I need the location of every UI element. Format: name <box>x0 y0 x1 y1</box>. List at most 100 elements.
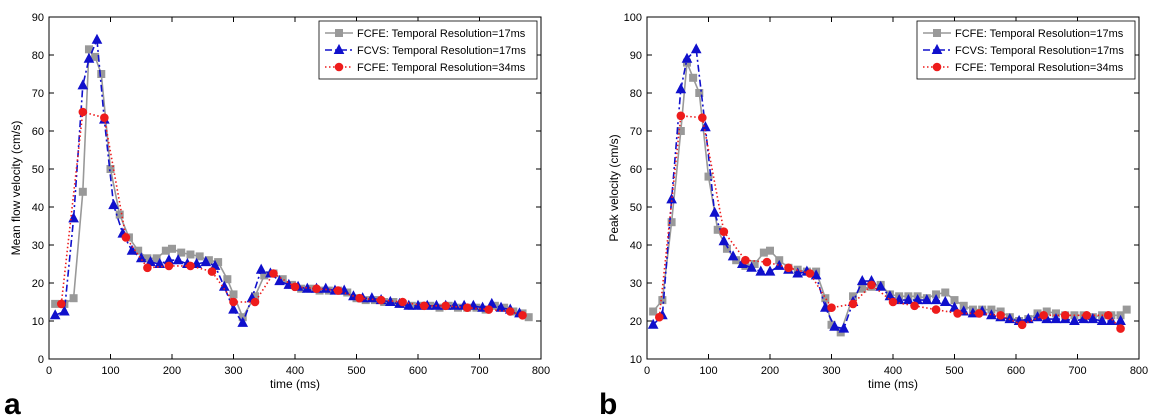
data-point <box>941 288 950 297</box>
data-point <box>903 294 914 305</box>
y-tick-label: 30 <box>32 240 44 252</box>
y-tick-label: 50 <box>32 164 44 176</box>
data-point <box>766 246 774 255</box>
data-point <box>135 252 147 263</box>
data-point <box>100 113 109 122</box>
legend-label: FCFE: Temporal Resolution=17ms <box>357 28 526 40</box>
data-point <box>698 113 707 122</box>
data-point <box>676 111 686 121</box>
data-point <box>91 52 100 61</box>
x-tick-label: 100 <box>699 365 717 377</box>
x-tick-label: 0 <box>46 365 52 377</box>
panel-letter: a <box>4 388 21 418</box>
data-point <box>953 309 962 318</box>
data-point <box>143 263 152 273</box>
data-point <box>1060 311 1070 320</box>
data-point <box>784 263 793 273</box>
series-line <box>658 114 1122 330</box>
data-point <box>154 257 166 268</box>
legend-marker <box>334 62 344 72</box>
data-point <box>689 73 698 82</box>
data-point <box>930 294 942 305</box>
y-tick-label: 70 <box>32 88 44 100</box>
data-point <box>91 33 103 44</box>
data-point <box>195 252 204 261</box>
data-point <box>333 286 343 295</box>
data-point <box>223 275 232 284</box>
x-tick-label: 500 <box>347 365 365 377</box>
data-point <box>172 254 184 265</box>
y-tick-label: 30 <box>630 278 642 290</box>
data-point <box>921 294 933 305</box>
data-point <box>719 227 729 236</box>
data-point <box>78 107 88 117</box>
legend: FCFE: Temporal Resolution=17ms FCVS: Temp… <box>318 20 538 80</box>
x-tick-label: 700 <box>470 365 488 377</box>
data-point <box>403 299 415 310</box>
x-tick-label: 300 <box>224 365 242 377</box>
x-tick-label: 600 <box>409 365 427 377</box>
data-point <box>83 52 95 63</box>
legend-label: FCFE: Temporal Resolution=17ms <box>955 28 1124 40</box>
data-point <box>700 121 711 132</box>
data-point <box>741 255 750 265</box>
data-point <box>441 301 450 311</box>
legend-label: FCVS: Temporal Resolution=17ms <box>955 45 1124 57</box>
panel-letter: b <box>599 388 617 418</box>
data-point <box>746 261 757 272</box>
data-point <box>1122 305 1131 314</box>
data-point <box>312 284 321 294</box>
legend-label: FCFE: Temporal Resolution=34ms <box>955 62 1124 74</box>
data-point <box>996 311 1005 320</box>
legend-marker <box>932 62 942 72</box>
data-point <box>152 254 161 263</box>
data-point <box>666 193 677 204</box>
data-point <box>495 301 507 312</box>
x-tick-label: 400 <box>286 365 304 377</box>
y-tick-label: 10 <box>32 316 44 328</box>
data-point <box>78 187 87 196</box>
y-axis-title: Peak velocity (cm/s) <box>607 134 621 241</box>
data-point <box>681 52 693 63</box>
data-point <box>1039 311 1048 320</box>
legend-marker <box>335 29 343 37</box>
x-axis-title: time (ms) <box>270 377 320 391</box>
y-tick-label: 20 <box>630 316 642 328</box>
x-tick-label: 700 <box>1068 365 1086 377</box>
data-point <box>858 284 867 293</box>
data-point <box>709 206 720 217</box>
data-point <box>69 294 78 303</box>
y-tick-label: 80 <box>630 88 642 100</box>
data-point <box>1069 314 1080 325</box>
data-point <box>867 280 876 290</box>
x-tick-label: 200 <box>163 365 181 377</box>
data-point <box>762 257 772 267</box>
data-point <box>419 301 429 311</box>
data-point <box>649 307 658 316</box>
y-tick-label: 90 <box>32 12 44 24</box>
data-point <box>320 282 332 293</box>
y-tick-label: 10 <box>630 354 642 366</box>
data-point <box>121 233 131 242</box>
data-point <box>237 316 249 327</box>
data-point <box>939 295 951 306</box>
x-tick-label: 500 <box>945 365 963 377</box>
data-point <box>164 261 174 271</box>
legend-label: FCFE: Temporal Resolution=34ms <box>357 62 526 74</box>
data-point <box>675 83 687 94</box>
data-point <box>229 297 238 307</box>
data-point <box>1082 311 1092 320</box>
data-point <box>376 295 386 305</box>
series-line <box>54 39 520 325</box>
data-point <box>764 265 776 276</box>
legend-box <box>916 20 1136 80</box>
data-point <box>829 320 840 331</box>
legend-label: FCVS: Temporal Resolution=17ms <box>357 45 526 57</box>
data-point <box>269 269 278 278</box>
data-point <box>168 244 176 253</box>
data-point <box>658 296 667 305</box>
x-tick-label: 800 <box>1130 365 1148 377</box>
data-point <box>200 256 212 267</box>
series-2 <box>655 111 1125 333</box>
